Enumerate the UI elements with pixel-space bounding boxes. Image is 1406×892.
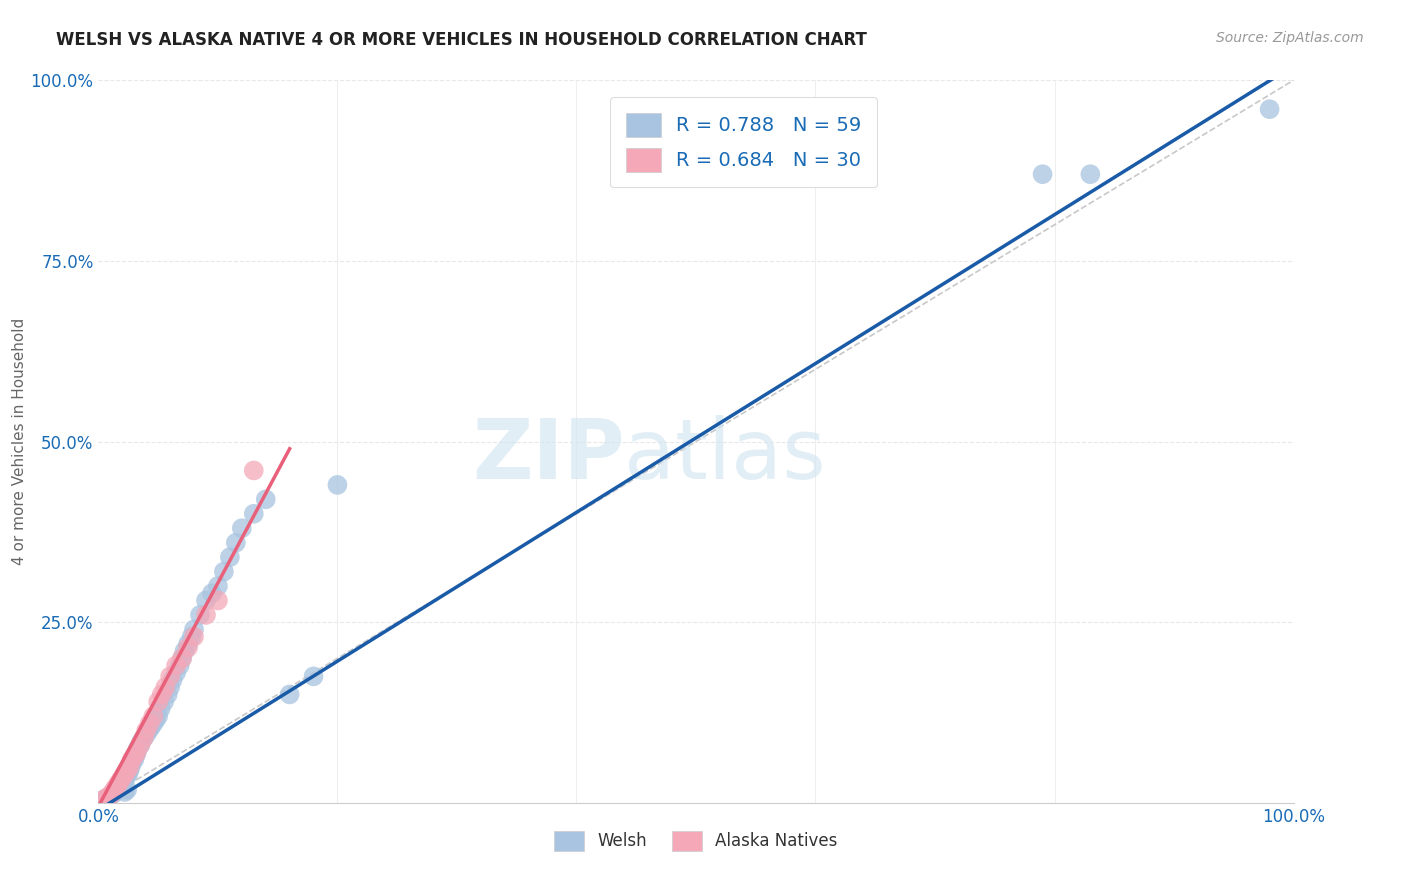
- Point: [165, 665, 187, 680]
- Point: [129, 738, 152, 752]
- Point: [162, 673, 184, 687]
- Point: [120, 760, 142, 774]
- Point: [212, 565, 235, 579]
- Point: [302, 669, 325, 683]
- Point: [254, 492, 277, 507]
- Point: [124, 748, 146, 763]
- Point: [159, 680, 181, 694]
- Point: [177, 637, 200, 651]
- Point: [156, 687, 179, 701]
- Point: [326, 478, 349, 492]
- Text: Source: ZipAtlas.com: Source: ZipAtlas.com: [1216, 31, 1364, 45]
- Point: [165, 658, 187, 673]
- Y-axis label: 4 or more Vehicles in Household: 4 or more Vehicles in Household: [11, 318, 27, 566]
- Point: [98, 789, 122, 803]
- Point: [159, 669, 181, 683]
- Point: [108, 780, 131, 794]
- Point: [107, 781, 129, 796]
- Point: [148, 695, 170, 709]
- Point: [148, 709, 170, 723]
- Point: [115, 782, 138, 797]
- Point: [114, 785, 136, 799]
- Point: [169, 658, 191, 673]
- Point: [93, 792, 115, 806]
- Point: [195, 607, 218, 622]
- Point: [127, 741, 149, 756]
- Point: [124, 748, 146, 763]
- Point: [98, 789, 122, 803]
- Point: [93, 792, 115, 806]
- Point: [138, 723, 160, 738]
- Point: [104, 785, 127, 799]
- Point: [135, 723, 157, 738]
- Point: [108, 774, 131, 789]
- Point: [150, 687, 173, 701]
- Legend: Welsh, Alaska Natives: Welsh, Alaska Natives: [546, 822, 846, 860]
- Point: [139, 720, 162, 734]
- Point: [105, 782, 128, 797]
- Point: [219, 550, 242, 565]
- Point: [97, 790, 120, 805]
- Point: [124, 752, 146, 766]
- Point: [118, 760, 141, 774]
- Point: [101, 785, 124, 799]
- Point: [97, 790, 120, 805]
- Point: [243, 463, 266, 477]
- Point: [172, 651, 194, 665]
- Point: [153, 695, 176, 709]
- Point: [121, 752, 143, 766]
- Point: [132, 731, 155, 745]
- Point: [149, 702, 172, 716]
- Point: [1080, 167, 1102, 181]
- Point: [173, 644, 195, 658]
- Point: [243, 507, 266, 521]
- Point: [1258, 102, 1281, 116]
- Point: [132, 731, 155, 745]
- Point: [114, 767, 136, 781]
- Text: WELSH VS ALASKA NATIVE 4 OR MORE VEHICLES IN HOUSEHOLD CORRELATION CHART: WELSH VS ALASKA NATIVE 4 OR MORE VEHICLE…: [56, 31, 868, 49]
- Point: [118, 764, 141, 778]
- Point: [125, 745, 148, 759]
- Point: [101, 787, 124, 801]
- Point: [125, 745, 148, 759]
- Point: [131, 734, 153, 748]
- Point: [201, 586, 224, 600]
- Point: [183, 623, 205, 637]
- Point: [104, 781, 127, 796]
- Point: [111, 775, 134, 789]
- Point: [195, 593, 218, 607]
- Point: [107, 778, 129, 792]
- Text: ZIP: ZIP: [472, 416, 624, 497]
- Point: [207, 579, 229, 593]
- Point: [111, 771, 134, 785]
- Point: [183, 630, 205, 644]
- Point: [135, 727, 157, 741]
- Point: [112, 774, 135, 789]
- Point: [142, 716, 165, 731]
- Point: [188, 607, 211, 622]
- Point: [231, 521, 253, 535]
- Point: [172, 651, 194, 665]
- Point: [115, 771, 138, 785]
- Point: [110, 778, 132, 792]
- Point: [121, 756, 143, 770]
- Point: [177, 640, 200, 655]
- Point: [155, 680, 177, 694]
- Point: [145, 713, 167, 727]
- Point: [1032, 167, 1054, 181]
- Point: [117, 767, 139, 781]
- Text: atlas: atlas: [624, 416, 825, 497]
- Point: [225, 535, 247, 549]
- Point: [207, 593, 229, 607]
- Point: [139, 716, 162, 731]
- Point: [142, 709, 165, 723]
- Point: [278, 687, 301, 701]
- Point: [180, 630, 202, 644]
- Point: [115, 764, 138, 778]
- Point: [129, 738, 152, 752]
